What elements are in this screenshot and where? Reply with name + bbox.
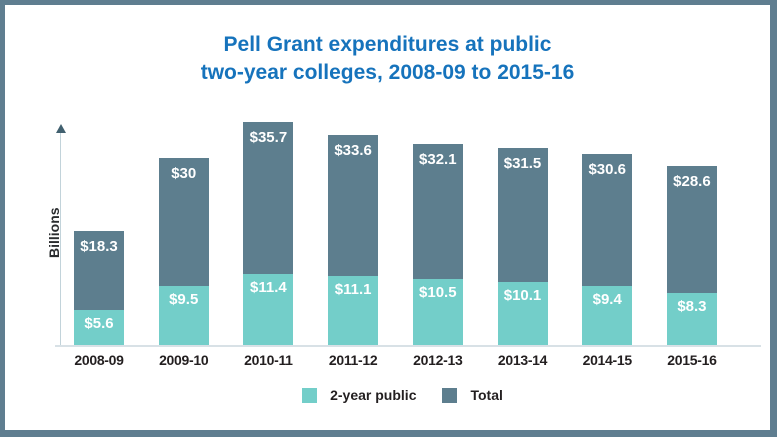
x-axis-label: 2012-13 (413, 352, 463, 368)
bar-segment-total: $18.3 (74, 230, 124, 310)
bar-segment-total: $30 (158, 157, 209, 286)
value-label-total: $30 (171, 164, 197, 182)
value-label-2year-public: $5.6 (84, 315, 114, 332)
legend-label: Total (470, 387, 503, 403)
y-axis-arrow-icon (56, 124, 66, 133)
value-label-2year-public: $10.1 (503, 286, 542, 304)
bar-2013-14: $31.5 $10.1 (497, 148, 548, 345)
bar-2010-11: $35.7 $11.4 (243, 121, 294, 345)
value-label-2year-public: $11.4 (250, 278, 287, 296)
bar-segment-total: $32.1 (412, 144, 463, 280)
x-axis-line (55, 345, 761, 347)
x-axis-label: 2011-12 (328, 352, 378, 368)
x-axis-labels: 2008-09 2009-10 2010-11 2011-12 2012-13 2013-… (74, 352, 717, 368)
y-axis-line (60, 133, 61, 345)
bar-2009-10: $30 $9.5 (158, 157, 209, 345)
x-axis-label: 2013-14 (497, 352, 548, 368)
value-label-total: $32.1 (419, 151, 457, 169)
bar-2011-12: $33.6 $11.1 (328, 135, 379, 345)
bar-segment-2year-public: $8.3 (666, 293, 717, 345)
value-label-total: $35.7 (249, 128, 288, 146)
x-axis-label: 2009-10 (159, 352, 209, 368)
bar-segment-2year-public: $10.5 (412, 279, 463, 345)
value-label-2year-public: $8.3 (677, 298, 707, 316)
chart-title-line1: Pell Grant expenditures at public (223, 33, 552, 56)
value-label-total: $28.6 (673, 173, 711, 191)
bar-segment-2year-public: $9.5 (158, 285, 209, 345)
legend-swatch (442, 387, 458, 403)
bar-2015-16: $28.6 $8.3 (666, 166, 717, 345)
bar-segment-total: $35.7 (243, 121, 294, 274)
value-label-total: $33.6 (334, 142, 372, 160)
value-label-total: $30.6 (588, 160, 626, 178)
chart-title-line2: two-year colleges, 2008-09 to 2015-16 (200, 61, 575, 84)
value-label-total: $31.5 (503, 155, 542, 173)
bar-2014-15: $30.6 $9.4 (582, 153, 633, 345)
x-axis-label: 2014-15 (582, 352, 633, 368)
bar-segment-total: $31.5 (497, 148, 548, 282)
bar-segment-2year-public: $10.1 (497, 281, 548, 345)
chart-title: Pell Grant expenditures at public two-ye… (5, 31, 770, 87)
bar-segment-2year-public: $9.4 (582, 286, 633, 345)
value-label-2year-public: $9.4 (592, 291, 622, 309)
legend-label: 2-year public (330, 387, 417, 403)
legend: 2-year public Total (20, 387, 770, 403)
value-label-2year-public: $11.1 (334, 280, 372, 298)
bar-segment-2year-public: $11.4 (243, 273, 294, 345)
bar-2008-09: $18.3 $5.6 (74, 230, 124, 345)
x-axis-label: 2010-11 (244, 352, 293, 368)
x-axis-label: 2015-16 (667, 352, 717, 368)
bar-segment-total: $30.6 (582, 153, 633, 287)
value-label-2year-public: $10.5 (419, 284, 457, 302)
bar-segment-total: $33.6 (328, 135, 379, 276)
legend-item-2-year-public: 2-year public (302, 387, 416, 403)
bar-2012-13: $32.1 $10.5 (412, 144, 463, 345)
bar-segment-total: $28.6 (666, 166, 717, 294)
value-label-2year-public: $9.5 (169, 290, 199, 308)
x-axis-label: 2008-09 (74, 352, 124, 368)
value-label-total: $18.3 (80, 237, 118, 255)
legend-item-total: Total (442, 387, 503, 403)
legend-swatch (302, 387, 318, 403)
bar-segment-2year-public: $5.6 (74, 310, 124, 345)
plot-area: $18.3 $5.6 $30 $9.5 $35.7 $11.4 $33.6 $11.1 $32.… (74, 121, 717, 345)
bar-segment-2year-public: $11.1 (328, 275, 379, 345)
